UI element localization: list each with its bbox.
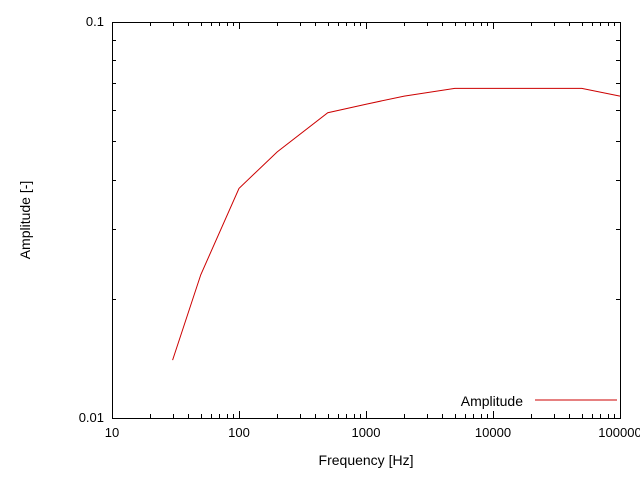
plot-border bbox=[112, 22, 621, 419]
x-axis-label: Frequency [Hz] bbox=[318, 452, 414, 468]
series-line-amplitude bbox=[172, 87, 621, 361]
y-axis-label: Amplitude [-] bbox=[17, 180, 33, 260]
x-tick-label: 100 bbox=[228, 425, 250, 440]
x-tick-label: 100000 bbox=[598, 425, 640, 440]
y-tick-label: 0.1 bbox=[86, 14, 104, 29]
x-tick-label: 10000 bbox=[475, 425, 511, 440]
y-tick-label: 0.01 bbox=[79, 410, 104, 425]
x-tick-label: 10 bbox=[105, 425, 119, 440]
legend-label: Amplitude bbox=[460, 393, 523, 409]
x-tick-label: 1000 bbox=[352, 425, 381, 440]
